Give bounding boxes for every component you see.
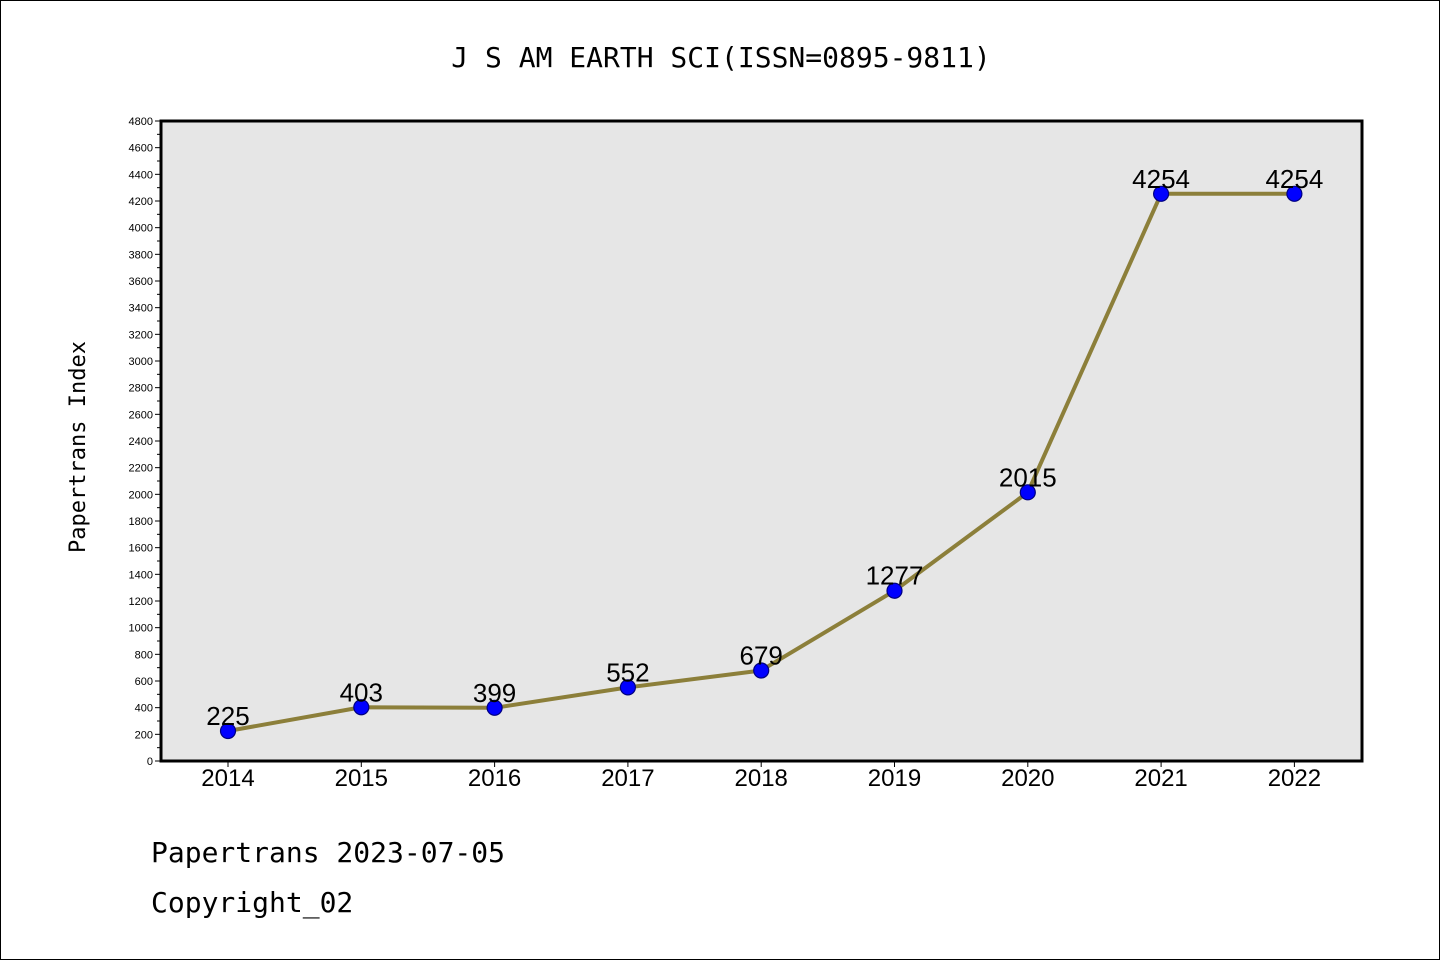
x-tick-label: 2018 bbox=[735, 765, 788, 792]
data-label-2022: 4254 bbox=[1265, 164, 1323, 194]
data-point-2022 bbox=[1286, 185, 1303, 202]
y-axis: 0 200 400 600 800 1000 1200 1400 1600 1800 2000 220… bbox=[129, 116, 161, 768]
y-tick-label: 4400 bbox=[129, 169, 153, 181]
y-tick-label: 4000 bbox=[129, 223, 153, 235]
plot-area bbox=[159, 119, 1364, 763]
data-point-2020 bbox=[1019, 484, 1036, 501]
x-tick-label: 2015 bbox=[335, 765, 388, 792]
y-tick-label: 800 bbox=[135, 649, 153, 661]
footer-copyright-line: Copyright_02 bbox=[151, 886, 354, 919]
y-tick-label: 4600 bbox=[129, 143, 153, 155]
x-tick-label: 2014 bbox=[201, 765, 254, 792]
y-tick-label: 1000 bbox=[129, 623, 153, 635]
data-label-2016: 399 bbox=[473, 678, 516, 708]
y-tick-label: 0 bbox=[147, 756, 153, 768]
data-label-2020: 2015 bbox=[999, 462, 1057, 492]
y-tick-label: 400 bbox=[135, 703, 153, 715]
data-point-2017 bbox=[619, 679, 637, 696]
data-label-2018: 679 bbox=[740, 640, 783, 670]
y-tick-label: 3000 bbox=[129, 356, 153, 368]
data-point-2019 bbox=[886, 582, 903, 599]
chart-title: J S AM EARTH SCI(ISSN=0895-9811) bbox=[451, 41, 990, 74]
series-index: 225 403 399 552 679 1277 2015 4254 4254 bbox=[206, 164, 1323, 740]
data-label-2019: 1277 bbox=[866, 561, 924, 591]
y-axis-label: Papertrans Index bbox=[66, 341, 91, 553]
data-point-2018 bbox=[753, 662, 770, 679]
y-tick-label: 2000 bbox=[129, 489, 153, 501]
x-axis: 2014 2015 2016 2017 2018 2019 2020 2021 2022 bbox=[201, 761, 1321, 792]
data-label-2015: 403 bbox=[340, 677, 383, 707]
y-tick-label: 1800 bbox=[129, 516, 153, 528]
x-tick-label: 2017 bbox=[601, 765, 654, 792]
y-tick-label: 1600 bbox=[129, 543, 153, 555]
y-tick-label: 1400 bbox=[129, 569, 153, 581]
y-tick-label: 1200 bbox=[129, 596, 153, 608]
x-tick-label: 2019 bbox=[868, 765, 921, 792]
x-tick-label: 2022 bbox=[1268, 765, 1321, 792]
y-tick-label: 3200 bbox=[129, 329, 153, 341]
data-label-2021: 4254 bbox=[1132, 164, 1190, 194]
x-tick-label: 2021 bbox=[1134, 765, 1187, 792]
y-tick-label: 2200 bbox=[129, 463, 153, 475]
data-point-2014 bbox=[219, 722, 237, 740]
y-tick-label: 4200 bbox=[129, 196, 153, 208]
data-point-2015 bbox=[353, 699, 370, 716]
y-tick-label: 200 bbox=[135, 729, 153, 741]
y-tick-label: 3800 bbox=[129, 249, 153, 261]
data-point-2016 bbox=[486, 699, 503, 716]
data-label-2014: 225 bbox=[206, 701, 249, 731]
y-tick-label: 3600 bbox=[129, 276, 153, 288]
y-tick-label: 2600 bbox=[129, 409, 153, 421]
y-tick-label: 2800 bbox=[129, 383, 153, 395]
y-tick-label: 4800 bbox=[129, 116, 153, 128]
y-tick-label: 3400 bbox=[129, 303, 153, 315]
y-tick-label: 600 bbox=[135, 676, 153, 688]
data-label-2017: 552 bbox=[606, 657, 649, 687]
footer-date-line: Papertrans 2023-07-05 bbox=[151, 836, 506, 869]
x-tick-label: 2016 bbox=[468, 765, 521, 792]
y-tick-label: 2400 bbox=[129, 436, 153, 448]
x-tick-label: 2020 bbox=[1001, 765, 1054, 792]
data-point-2021 bbox=[1152, 185, 1170, 202]
